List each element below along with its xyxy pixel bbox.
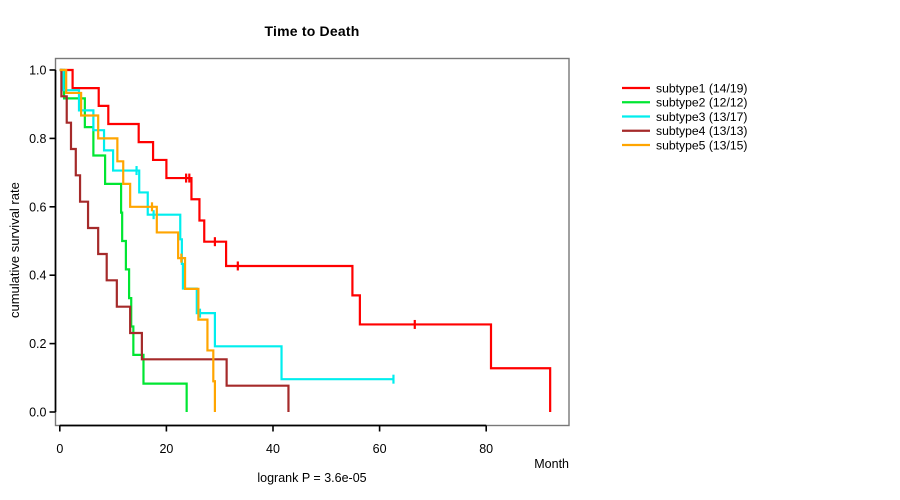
survival-curve [59, 68, 552, 412]
legend-label: subtype2 (12/12) [656, 96, 747, 110]
x-tick-label: 60 [373, 442, 387, 456]
chart-title: Time to Death [264, 23, 360, 39]
survival-series-5 [59, 68, 217, 412]
plot-border [54, 57, 570, 427]
legend-label: subtype3 (13/17) [656, 110, 747, 124]
x-tick-label: 40 [266, 442, 280, 456]
legend-item: subtype5 (13/15) [622, 138, 747, 152]
survival-curve [59, 68, 217, 412]
legend-item: subtype3 (13/17) [622, 110, 747, 124]
y-tick-label: 0.4 [29, 269, 46, 283]
survival-curve [59, 68, 290, 412]
y-tick-label: 0.8 [29, 132, 46, 146]
y-tick-label: 0.0 [29, 406, 46, 420]
survival-curve [59, 68, 394, 381]
x-tick-label: 0 [56, 442, 63, 456]
legend: subtype1 (14/19)subtype2 (12/12)subtype3… [622, 81, 747, 152]
logrank-pvalue-caption: logrank P = 3.6e-05 [257, 471, 367, 485]
legend-label: subtype4 (13/13) [656, 124, 747, 138]
survival-series-1 [59, 68, 552, 412]
survival-series-2 [59, 68, 188, 412]
legend-item: subtype1 (14/19) [622, 81, 747, 95]
legend-label: subtype1 (14/19) [656, 81, 747, 95]
x-axis-label: Month [534, 457, 569, 471]
y-tick-label: 0.6 [29, 200, 46, 214]
y-tick-label: 1.0 [29, 64, 46, 78]
legend-item: subtype4 (13/13) [622, 124, 747, 138]
survival-series-3 [59, 68, 395, 384]
x-tick-label: 20 [159, 442, 173, 456]
survival-curve [59, 68, 188, 412]
legend-label: subtype5 (13/15) [656, 138, 747, 152]
y-axis-label: cumulative survival rate [7, 182, 22, 318]
legend-item: subtype2 (12/12) [622, 96, 747, 110]
x-tick-label: 80 [479, 442, 493, 456]
y-tick-label: 0.2 [29, 337, 46, 351]
survival-series-4 [59, 68, 290, 412]
